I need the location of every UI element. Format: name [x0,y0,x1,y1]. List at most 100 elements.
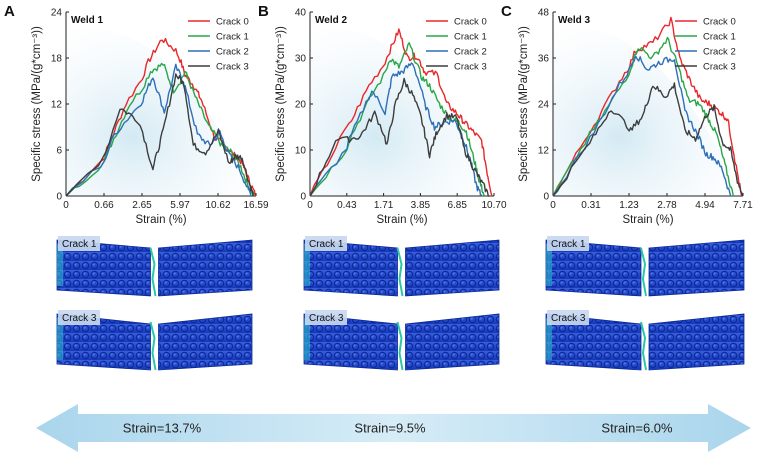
series-line-crack-0 [552,16,743,197]
crack-label-box [305,236,347,251]
panel-letter: C [501,3,512,20]
legend-label: Crack 1 [703,32,736,43]
crack-label: Crack 1 [62,239,97,250]
x-tick-label: 16.59 [243,200,268,211]
crack-label-box [305,310,347,325]
y-axis-label: Specific stress (MPa/(g*cm⁻³)) [31,26,43,182]
x-tick-label: 6.85 [447,200,467,211]
edge-highlight [546,244,552,286]
legend-label: Crack 0 [703,17,736,28]
y-axis-label: Specific stress (MPa/(g*cm⁻³)) [275,26,287,182]
crack-label: Crack 1 [309,239,344,250]
series-line-crack-1 [309,42,486,197]
series-line-crack-1 [65,62,255,197]
y-tick-label: 30 [295,54,307,65]
crack-label: Crack 3 [309,313,344,324]
lattice-block-right [648,239,745,297]
x-tick-label: 0 [550,200,556,211]
series-line-crack-2 [309,62,483,197]
legend-label: Crack 1 [454,32,487,43]
chart-panel-a: 0 6 12 18 24 0 0.66 2.65 5.97 10.62 16.59 Strain (%… [4,3,269,226]
x-tick-label: 0.66 [94,200,114,211]
simulation-panel-b: Crack 1 Crack 3 [303,236,500,371]
x-axis-label: Strain (%) [135,214,186,226]
panel-letter: B [258,3,269,20]
x-axis-label: Strain (%) [622,214,673,226]
x-tick-label: 0.43 [337,200,357,211]
chart-title: Weld 1 [71,15,103,26]
legend-label: Crack 3 [454,62,487,73]
lattice-block-right [158,239,253,297]
lattice-block-right [405,239,500,297]
lattice-block-right [648,313,745,371]
strain-label: Strain=6.0% [601,421,673,436]
crack-label-box [547,310,589,325]
y-tick-label: 24 [538,100,550,111]
edge-highlight [57,318,63,360]
edge-highlight [304,318,310,360]
y-tick-label: 10 [295,146,307,157]
y-tick-label: 40 [295,8,307,19]
x-tick-label: 7.71 [733,200,753,211]
legend-label: Crack 2 [216,47,249,58]
chart-panel-c: 0 12 24 36 48 0 0.31 1.23 2.78 4.94 7.71 Strain (%)… [501,3,753,226]
x-tick-label: 0.31 [581,200,601,211]
series-line-crack-2 [552,55,732,197]
lattice-block-right [405,313,500,371]
crack-label: Crack 3 [551,313,586,324]
y-tick-label: 12 [538,146,550,157]
legend-label: Crack 1 [216,32,249,43]
x-tick-label: 10.70 [481,200,506,211]
y-tick-label: 0 [543,192,549,203]
series-line-crack-0 [309,28,493,197]
y-tick-label: 12 [51,100,63,111]
crack-label-box [58,310,100,325]
x-tick-label: 3.85 [411,200,431,211]
crack-label: Crack 3 [62,313,97,324]
series-line-crack-3 [552,82,744,197]
x-tick-label: 0 [307,200,313,211]
series-line-crack-3 [65,73,254,197]
crack-seam [149,247,157,297]
legend-label: Crack 0 [454,17,487,28]
crack-label-box [547,236,589,251]
chart-panel-b: 0 10 20 30 40 0 0.43 1.71 3.85 6.85 10.70 Strain (%… [258,3,507,226]
y-tick-label: 6 [56,146,62,157]
y-tick-label: 48 [538,8,550,19]
x-tick-label: 5.97 [170,200,190,211]
series-line-crack-2 [65,63,252,197]
series-line-crack-3 [309,77,490,197]
crack-seam [640,321,647,371]
x-tick-label: 10.62 [205,200,230,211]
y-tick-label: 24 [51,8,63,19]
chart-title: Weld 3 [558,15,590,26]
x-tick-label: 0 [63,200,69,211]
edge-highlight [304,244,310,286]
x-tick-label: 2.65 [132,200,152,211]
y-tick-label: 0 [56,192,62,203]
legend-label: Crack 2 [703,47,736,58]
crack-label-box [58,236,100,251]
x-axis-label: Strain (%) [376,214,427,226]
y-tick-label: 36 [538,54,550,65]
legend-label: Crack 0 [216,17,249,28]
chart-title: Weld 2 [315,15,347,26]
panel-letter: A [4,3,15,20]
x-tick-label: 1.71 [374,200,394,211]
y-tick-label: 20 [295,100,307,111]
crack-label: Crack 1 [551,239,586,250]
strain-label: Strain=13.7% [123,421,202,436]
crack-seam [396,247,404,297]
legend-label: Crack 2 [454,47,487,58]
crack-seam [149,321,157,371]
crack-seam [396,321,404,371]
background-glow [66,27,256,196]
y-axis-label: Specific stress (MPa/(g*cm⁻³)) [518,26,530,182]
lattice-block-right [158,313,253,371]
background-glow [310,27,494,196]
x-tick-label: 2.78 [657,200,677,211]
x-tick-label: 4.94 [695,200,715,211]
edge-highlight [57,244,63,286]
legend-label: Crack 3 [703,62,736,73]
